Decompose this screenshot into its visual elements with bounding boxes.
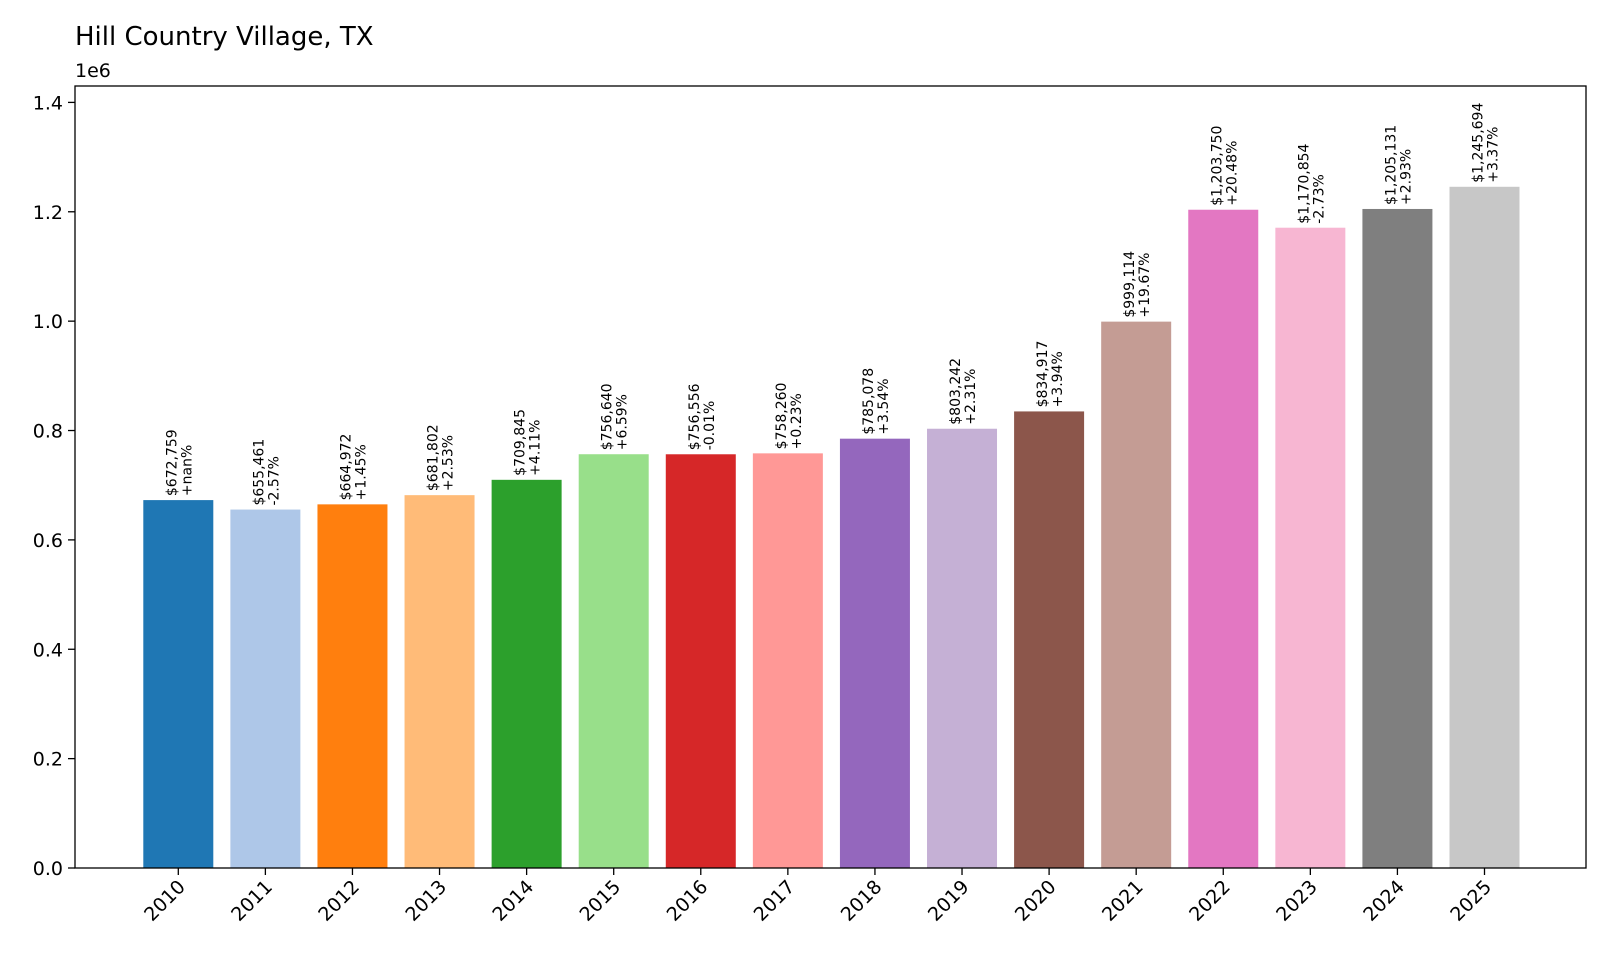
bar-2017 (752, 453, 823, 868)
bar-value-label: $758,260+0.23% (774, 383, 805, 450)
bar-change-label: +20.48% (1224, 141, 1240, 206)
bar-price-label: $1,245,694 (1471, 103, 1487, 183)
y-tick-label: 1.2 (33, 202, 63, 224)
bar-change-label: +6.59% (615, 394, 631, 450)
bar-price-label: $1,203,750 (1209, 126, 1225, 206)
bar-2022 (1188, 209, 1259, 868)
bar-2024 (1362, 208, 1433, 868)
bar-change-label: +19.67% (1137, 253, 1153, 318)
bar-price-label: $803,242 (948, 358, 964, 425)
bar-value-label: $999,114+19.67% (1122, 251, 1153, 318)
bar-value-label: $681,802+2.53% (426, 424, 457, 491)
bar-change-label: +3.37% (1486, 127, 1502, 183)
bar-price-label: $785,078 (861, 368, 877, 435)
bar-2019 (927, 428, 998, 868)
bar-value-label: $803,242+2.31% (948, 358, 979, 425)
bar-change-label: +4.11% (528, 420, 544, 476)
x-tick-label: 2020 (1011, 876, 1061, 926)
bar-price-label: $664,972 (338, 434, 354, 501)
bar-value-label: $1,203,750+20.48% (1209, 126, 1240, 206)
bar-price-label: $1,205,131 (1383, 125, 1399, 205)
bar-change-label: +3.94% (1050, 351, 1066, 407)
bar-2015 (578, 454, 649, 868)
bar-value-label: $1,205,131+2.93% (1383, 125, 1414, 205)
x-tick-label: 2018 (837, 876, 887, 926)
bar-value-label: $834,917+3.94% (1035, 341, 1066, 408)
bar-value-label: $785,078+3.54% (861, 368, 892, 435)
bar-2020 (1014, 411, 1085, 868)
bars-group (143, 186, 1520, 869)
y-axis-offset-label: 1e6 (75, 60, 111, 82)
bar-change-label: +3.54% (876, 378, 892, 434)
bar-change-label: -0.01% (702, 401, 718, 451)
bar-2014 (491, 479, 562, 868)
x-tick-label: 2017 (750, 876, 800, 926)
bar-change-label: -2.57% (266, 456, 282, 506)
bar-price-label: $756,640 (600, 383, 616, 450)
bar-price-label: $709,845 (513, 409, 529, 476)
y-tick-label: 0.4 (33, 639, 63, 661)
bar-price-label: $834,917 (1035, 341, 1051, 408)
bar-2010 (143, 500, 214, 868)
x-tick-label: 2022 (1185, 876, 1235, 926)
bar-labels-group: $672,759+nan% $655,461-2.57% $664,972+1.45… (164, 103, 1501, 506)
x-tick-label: 2025 (1446, 876, 1496, 926)
bar-value-label: $1,245,694+3.37% (1471, 103, 1502, 183)
bar-value-label: $709,845+4.11% (513, 409, 544, 476)
x-tick-label: 2015 (575, 876, 625, 926)
bar-2016 (665, 454, 736, 868)
bar-2025 (1449, 186, 1520, 868)
bar-2013 (404, 495, 475, 868)
bar-change-label: -2.73% (1311, 174, 1327, 224)
bar-value-label: $1,170,854-2.73% (1296, 143, 1327, 223)
chart-title: Hill Country Village, TX (75, 22, 374, 52)
bar-change-label: +2.53% (441, 435, 457, 491)
x-tick-label: 2010 (140, 876, 190, 926)
x-tick-label: 2011 (227, 876, 277, 926)
plot-frame (74, 85, 1587, 869)
bar-price-label: $672,759 (164, 429, 180, 496)
bar-2021 (1101, 321, 1172, 869)
y-tick-label: 1.0 (33, 311, 63, 333)
bar-value-label: $672,759+nan% (164, 429, 195, 496)
x-tick-label: 2021 (1098, 876, 1148, 926)
bar-2012 (317, 504, 388, 868)
x-tick-label: 2014 (488, 876, 538, 926)
x-tick-label: 2019 (924, 876, 974, 926)
x-axis: 2010 2011 2012 2013 2014 2015 2016 2017 2018 2019… (140, 868, 1496, 926)
x-tick-label: 2024 (1359, 876, 1409, 926)
bar-value-label: $655,461-2.57% (251, 439, 282, 506)
y-tick-label: 0.8 (33, 421, 63, 443)
bar-price-label: $756,556 (687, 383, 703, 450)
y-tick-label: 0.0 (33, 858, 63, 880)
bar-value-label: $756,640+6.59% (600, 383, 631, 450)
bar-2018 (839, 438, 910, 868)
bar-value-label: $664,972+1.45% (338, 434, 369, 501)
bar-2011 (230, 509, 301, 868)
x-tick-label: 2023 (1272, 876, 1322, 926)
x-tick-label: 2016 (663, 876, 713, 926)
bar-price-label: $758,260 (774, 383, 790, 450)
y-axis: 0.0 0.2 0.4 0.6 0.8 1.0 1.2 1.4 (33, 92, 75, 880)
bar-value-label: $756,556-0.01% (687, 383, 718, 450)
bar-change-label: +0.23% (789, 393, 805, 449)
bar-change-label: +2.93% (1398, 149, 1414, 205)
bar-2023 (1275, 227, 1346, 869)
bar-price-label: $1,170,854 (1296, 143, 1312, 223)
x-tick-label: 2012 (314, 876, 364, 926)
bar-change-label: +nan% (179, 445, 195, 496)
bar-change-label: +2.31% (963, 369, 979, 425)
y-tick-label: 0.6 (33, 530, 63, 552)
y-tick-label: 1.4 (33, 92, 63, 114)
y-tick-label: 0.2 (33, 749, 63, 771)
bar-price-label: $655,461 (251, 439, 267, 506)
bar-change-label: +1.45% (353, 444, 369, 500)
bar-price-label: $999,114 (1122, 251, 1138, 318)
x-tick-label: 2013 (401, 876, 451, 926)
bar-price-label: $681,802 (426, 424, 442, 491)
